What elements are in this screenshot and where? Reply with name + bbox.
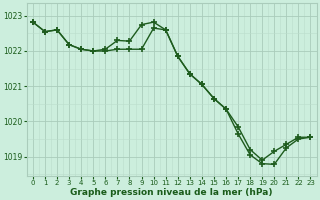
X-axis label: Graphe pression niveau de la mer (hPa): Graphe pression niveau de la mer (hPa) bbox=[70, 188, 273, 197]
